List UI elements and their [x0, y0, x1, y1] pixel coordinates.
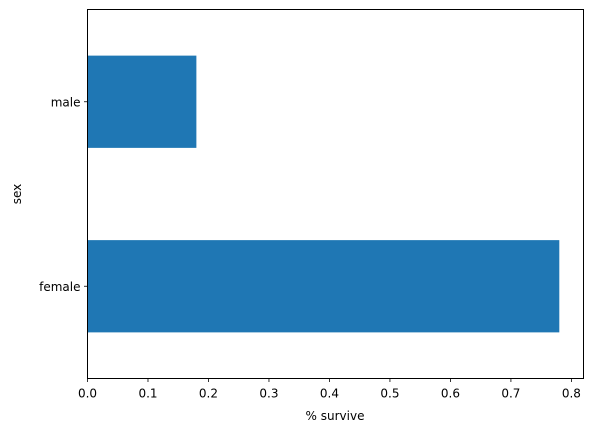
x-tick-label: 0.2: [199, 387, 218, 401]
x-tick-label: 0.7: [501, 387, 520, 401]
x-tick-label: 0.3: [259, 387, 278, 401]
y-axis-label: sex: [10, 184, 24, 205]
x-tick-label: 0.8: [562, 387, 581, 401]
y-tick-label-male: male: [51, 95, 81, 109]
x-tick-label: 0.5: [380, 387, 399, 401]
y-axis-ticks: male female: [39, 95, 88, 294]
x-tick-label: 0.0: [78, 387, 97, 401]
x-tick-label: 0.4: [320, 387, 339, 401]
x-tick-label: 0.1: [138, 387, 157, 401]
plot-frame: [87, 9, 584, 379]
bars-group: [87, 55, 560, 333]
bar-female: [87, 240, 560, 333]
x-axis-ticks: 0.0 0.1 0.2 0.3 0.4 0.5 0.6 0.7 0.8: [78, 378, 581, 401]
bar-male: [87, 55, 197, 148]
x-tick-label: 0.6: [441, 387, 460, 401]
x-axis-label: % survive: [306, 409, 365, 423]
y-tick-label-female: female: [39, 280, 80, 294]
